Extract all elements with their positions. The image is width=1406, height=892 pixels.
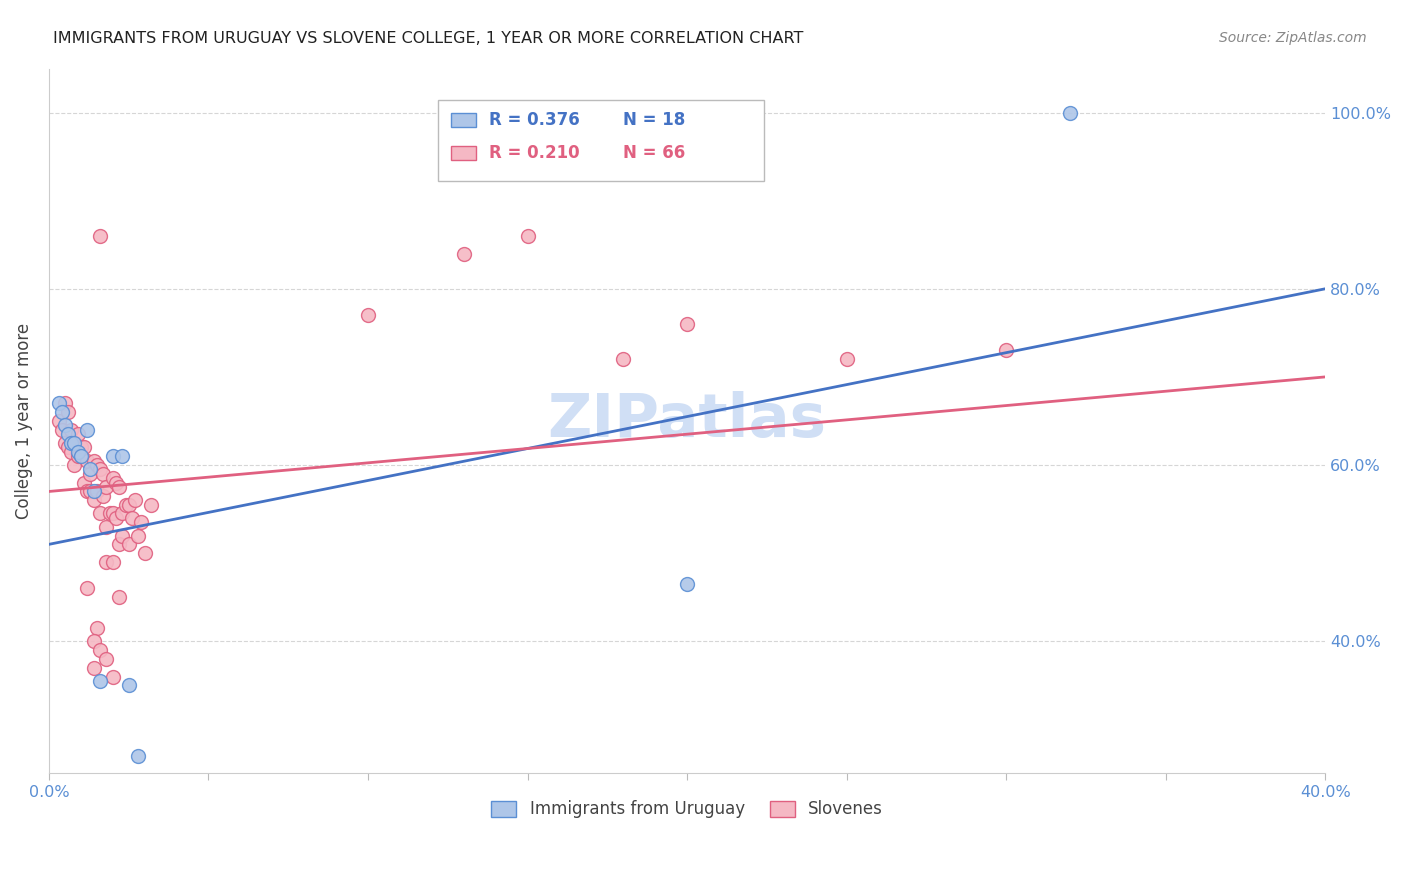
Point (101, 669, 124, 683)
Point (60, 445, 83, 459)
Point (96, 652, 118, 666)
Point (89, 673, 111, 688)
Point (86, 621, 108, 635)
Point (121, 511, 143, 525)
Point (118, 678, 141, 692)
Legend: Immigrants from Uruguay, Slovenes: Immigrants from Uruguay, Slovenes (485, 794, 890, 825)
Point (60, 436, 83, 450)
Point (995, 343, 1018, 358)
Text: IMMIGRANTS FROM URUGUAY VS SLOVENE COLLEGE, 1 YEAR OR MORE CORRELATION CHART: IMMIGRANTS FROM URUGUAY VS SLOVENE COLLE… (53, 31, 804, 46)
Point (70, 441, 93, 455)
Point (111, 507, 134, 521)
Point (516, 229, 538, 244)
Point (66, 449, 89, 463)
Point (86, 458, 108, 472)
Point (76, 582, 98, 596)
Point (1059, 105, 1081, 120)
Point (56, 427, 79, 442)
Point (76, 423, 98, 437)
Point (83, 484, 105, 499)
Text: R = 0.376: R = 0.376 (489, 111, 581, 129)
Point (101, 471, 124, 485)
Point (73, 475, 96, 490)
Point (56, 405, 79, 419)
Point (83, 493, 105, 508)
Point (118, 537, 141, 551)
Text: ZIPatlas: ZIPatlas (547, 392, 827, 450)
FancyBboxPatch shape (451, 146, 477, 161)
Point (79, 467, 101, 481)
Point (51, 423, 73, 437)
Point (124, 493, 146, 508)
Point (53, 418, 76, 433)
Point (63, 458, 86, 472)
Point (86, 484, 108, 499)
Text: Source: ZipAtlas.com: Source: ZipAtlas.com (1219, 31, 1367, 45)
Y-axis label: College, 1 year or more: College, 1 year or more (15, 323, 32, 519)
Point (114, 498, 136, 512)
Point (89, 643, 111, 657)
Point (51, 405, 73, 419)
Point (98, 507, 121, 521)
Point (48, 414, 70, 428)
Point (91, 489, 114, 503)
Point (104, 511, 127, 525)
Point (96, 519, 118, 533)
Point (111, 449, 134, 463)
Point (63, 436, 86, 450)
Point (357, 308, 380, 322)
Point (76, 453, 98, 467)
Point (73, 441, 96, 455)
FancyBboxPatch shape (451, 113, 477, 127)
Text: R = 0.210: R = 0.210 (489, 145, 579, 162)
Point (139, 498, 162, 512)
Point (53, 396, 76, 410)
Point (83, 453, 105, 467)
Point (48, 396, 70, 410)
Point (127, 528, 149, 542)
Point (70, 449, 93, 463)
Point (89, 462, 111, 476)
Point (66, 445, 89, 459)
Point (118, 498, 141, 512)
Point (56, 441, 79, 455)
Point (676, 577, 699, 591)
Point (104, 475, 127, 490)
Point (63, 436, 86, 450)
Point (66, 427, 89, 442)
Point (453, 246, 475, 260)
FancyBboxPatch shape (439, 100, 763, 181)
Point (83, 634, 105, 648)
Point (101, 507, 124, 521)
Point (101, 555, 124, 569)
Point (89, 229, 111, 244)
Point (91, 467, 114, 481)
Point (127, 748, 149, 763)
Text: N = 66: N = 66 (623, 145, 686, 162)
Point (70, 449, 93, 463)
Point (131, 516, 153, 530)
Point (79, 462, 101, 476)
Point (76, 484, 98, 499)
Point (835, 352, 858, 367)
Point (53, 436, 76, 450)
Point (108, 591, 131, 605)
Text: N = 18: N = 18 (623, 111, 686, 129)
Point (83, 661, 105, 675)
Point (108, 480, 131, 494)
Point (101, 449, 124, 463)
Point (79, 484, 101, 499)
Point (96, 480, 118, 494)
Point (108, 537, 131, 551)
Point (96, 555, 118, 569)
Point (111, 528, 134, 542)
Point (612, 352, 634, 367)
Point (134, 546, 156, 560)
Point (60, 423, 83, 437)
Point (89, 507, 111, 521)
Point (676, 317, 699, 331)
